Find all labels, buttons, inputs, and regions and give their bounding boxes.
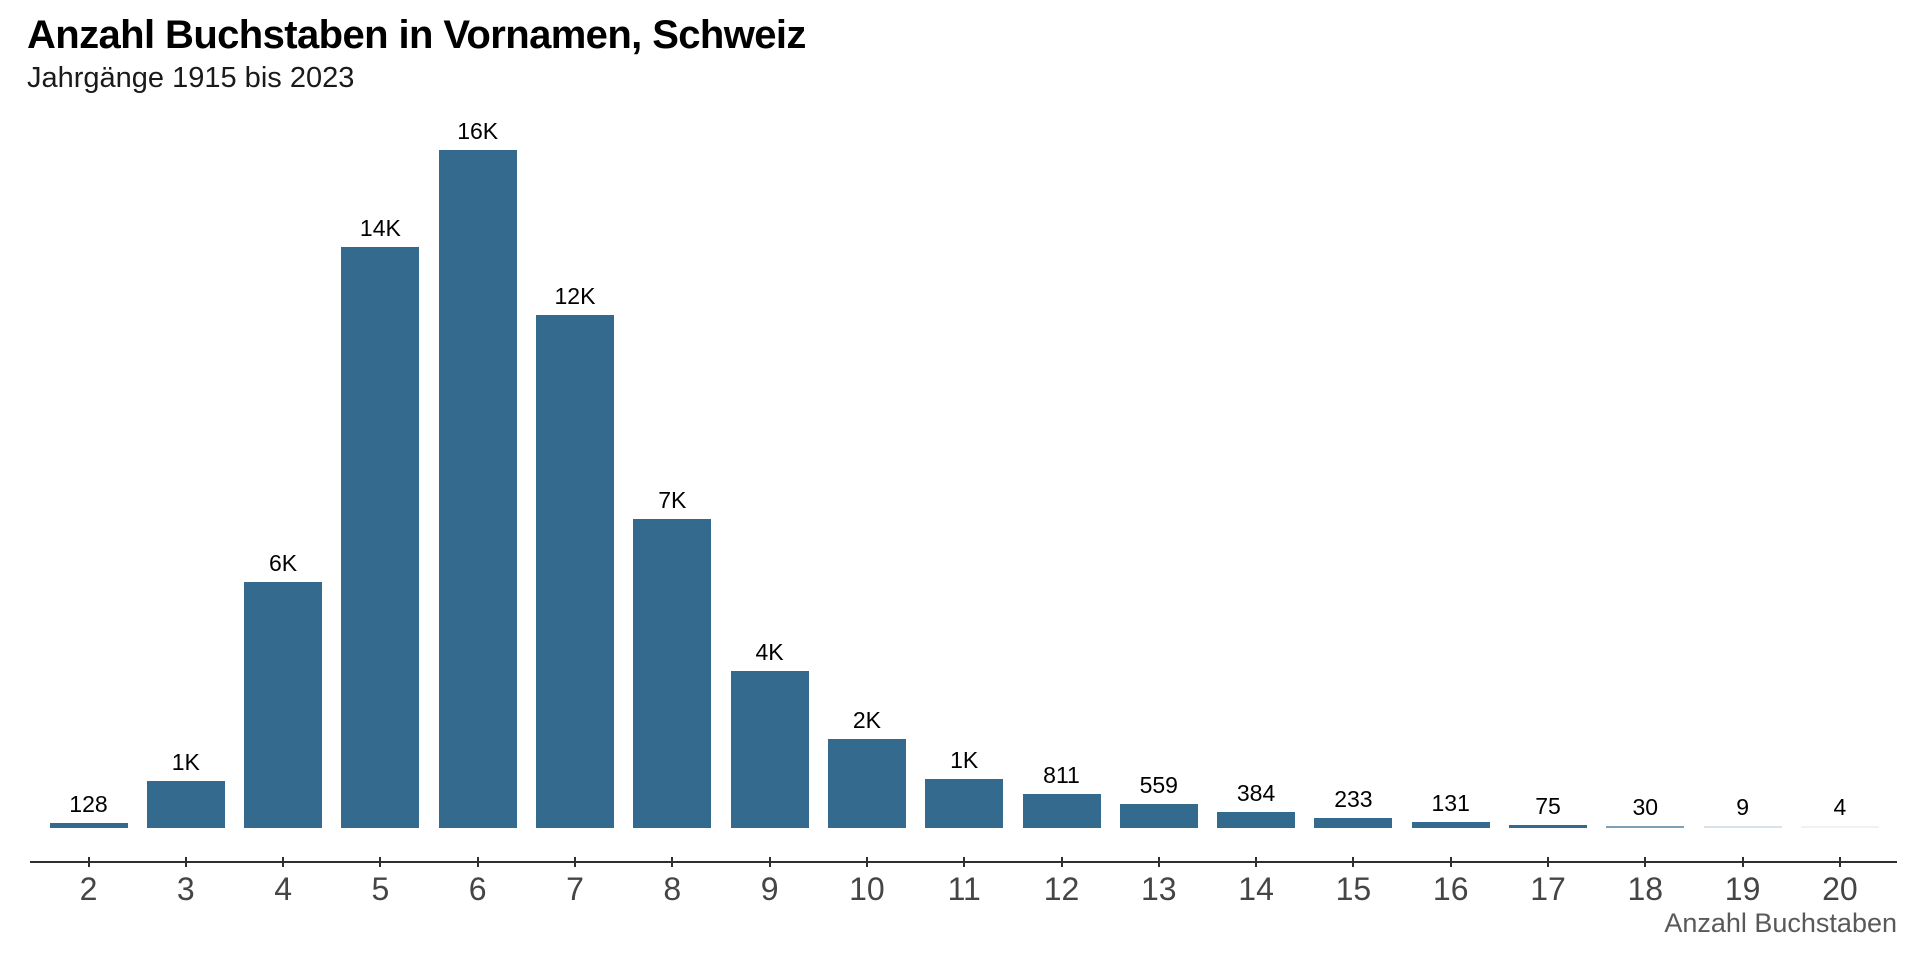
x-tick-18	[1644, 857, 1647, 867]
x-tick-label-11: 11	[947, 871, 981, 907]
bar-6[interactable]	[438, 150, 517, 828]
bar-8[interactable]	[633, 518, 712, 828]
bar-value-label-3: 1K	[171, 749, 200, 776]
bar-15[interactable]	[1314, 818, 1393, 828]
bar-value-label-15: 233	[1334, 786, 1373, 813]
bar-value-label-10: 2K	[852, 707, 881, 733]
x-tick-label-20: 20	[1822, 871, 1858, 907]
x-tick-label-5: 5	[371, 871, 390, 907]
x-tick-label-18: 18	[1627, 871, 1664, 907]
x-tick-label-13: 13	[1140, 871, 1177, 907]
x-tick-label-15: 15	[1335, 871, 1372, 907]
bar-20[interactable]	[1800, 826, 1879, 828]
x-tick-2	[87, 857, 90, 867]
x-tick-6	[476, 857, 479, 867]
bar-value-label-2: 128	[69, 790, 108, 817]
chart-subtitle: Jahrgänge 1915 bis 2023	[27, 62, 355, 94]
x-tick-11	[963, 857, 966, 867]
x-tick-4	[282, 857, 285, 867]
bar-9[interactable]	[730, 671, 809, 828]
chart-title: Anzahl Buchstaben in Vornamen, Schweiz	[27, 13, 806, 57]
bar-12[interactable]	[1022, 793, 1101, 828]
x-tick-label-3: 3	[176, 871, 195, 907]
bar-value-label-19: 9	[1736, 794, 1749, 820]
x-tick-label-16: 16	[1432, 871, 1469, 907]
x-tick-label-14: 14	[1238, 871, 1274, 907]
x-tick-9	[768, 857, 771, 867]
bar-value-label-4: 6K	[269, 550, 298, 577]
bar-value-label-17: 75	[1535, 792, 1561, 819]
bar-18[interactable]	[1606, 826, 1685, 828]
x-tick-16	[1449, 857, 1452, 867]
bar-2[interactable]	[49, 822, 128, 828]
x-tick-label-7: 7	[566, 871, 584, 907]
x-tick-17	[1547, 857, 1549, 867]
x-tick-15	[1352, 857, 1355, 867]
bar-value-label-9: 4K	[755, 639, 784, 666]
bar-11[interactable]	[925, 779, 1004, 828]
x-tick-8	[671, 857, 674, 867]
x-tick-label-9: 9	[760, 871, 779, 907]
x-tick-label-17: 17	[1530, 871, 1566, 907]
x-tick-10	[865, 857, 868, 867]
x-tick-13	[1157, 857, 1160, 867]
bar-value-label-7: 12K	[554, 283, 596, 310]
bar-10[interactable]	[827, 739, 906, 828]
x-tick-label-4: 4	[274, 871, 292, 907]
bar-value-label-5: 14K	[359, 215, 401, 242]
bar-13[interactable]	[1119, 804, 1198, 828]
x-tick-14	[1255, 857, 1258, 867]
bar-19[interactable]	[1703, 826, 1782, 828]
x-axis-title: Anzahl Buchstaben	[1664, 908, 1897, 938]
bar-3[interactable]	[146, 781, 225, 828]
bar-16[interactable]	[1411, 822, 1490, 828]
x-tick-7	[574, 857, 576, 867]
bar-14[interactable]	[1217, 811, 1296, 828]
bar-value-label-14: 384	[1236, 779, 1276, 806]
x-tick-19	[1741, 857, 1744, 867]
x-tick-20	[1838, 857, 1841, 867]
x-tick-label-12: 12	[1043, 871, 1080, 907]
bar-value-label-6: 16K	[457, 118, 499, 144]
bar-value-label-18: 30	[1632, 794, 1659, 820]
bar-value-label-8: 7K	[658, 486, 687, 513]
x-tick-label-6: 6	[468, 871, 487, 907]
bar-5[interactable]	[341, 247, 420, 828]
x-tick-label-19: 19	[1724, 871, 1761, 907]
bar-value-label-16: 131	[1431, 790, 1470, 817]
x-tick-label-10: 10	[849, 871, 885, 907]
bar-value-label-11: 1K	[950, 747, 979, 774]
x-tick-3	[184, 857, 187, 867]
x-tick-label-2: 2	[79, 871, 98, 907]
bar-value-label-20: 4	[1833, 794, 1847, 820]
bar-17[interactable]	[1509, 824, 1587, 828]
bar-4[interactable]	[244, 582, 323, 828]
x-tick-5	[379, 857, 382, 867]
x-tick-12	[1060, 857, 1063, 867]
x-tick-label-8: 8	[663, 871, 682, 907]
bar-value-label-13: 559	[1139, 772, 1178, 799]
bar-value-label-12: 811	[1043, 761, 1080, 788]
bar-7[interactable]	[536, 315, 614, 828]
